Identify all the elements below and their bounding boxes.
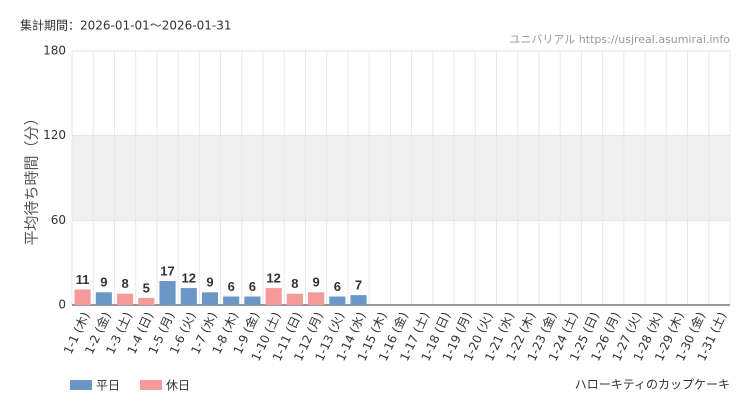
bar (74, 289, 91, 305)
legend-swatch (70, 380, 92, 390)
value-label: 5 (143, 280, 150, 295)
bar (201, 292, 219, 305)
value-label: 8 (291, 276, 298, 291)
y-tick-label: 60 (51, 213, 66, 227)
bar (350, 295, 367, 305)
value-label: 6 (249, 279, 256, 294)
bar (95, 292, 112, 305)
value-label: 12 (182, 271, 196, 286)
bar (116, 293, 134, 305)
bar (286, 293, 303, 305)
subtitle: ハローキティのカップケーキ (575, 378, 730, 392)
value-label: 7 (355, 278, 362, 293)
bar (223, 296, 240, 305)
value-label: 6 (334, 279, 341, 294)
source: ユニバリアル https://usjreal.asumirai.info (509, 33, 730, 46)
value-label: 6 (228, 279, 235, 294)
bar (265, 288, 282, 305)
legend-label: 平日 (96, 379, 120, 393)
value-label: 9 (312, 275, 319, 290)
value-label: 17 (160, 263, 174, 278)
value-label: 9 (100, 275, 107, 290)
value-label: 12 (266, 271, 280, 286)
bar (159, 281, 176, 305)
band (72, 135, 730, 221)
bar (138, 297, 155, 305)
y-tick-label: 120 (43, 128, 66, 142)
bar (180, 288, 197, 305)
legend-swatch (140, 380, 162, 390)
bar (308, 292, 325, 305)
y-axis-label: 平均待ち時間（分） (23, 110, 41, 245)
bar (244, 296, 261, 305)
y-tick-label: 0 (58, 298, 66, 312)
value-label: 8 (121, 276, 128, 291)
bar (329, 296, 346, 305)
value-label: 11 (76, 272, 90, 287)
chart-title: 集計期間：2026-01-01～2026-01-31 (20, 18, 231, 33)
legend-label: 休日 (166, 379, 190, 393)
y-tick-label: 180 (43, 44, 66, 58)
value-label: 9 (206, 275, 213, 290)
